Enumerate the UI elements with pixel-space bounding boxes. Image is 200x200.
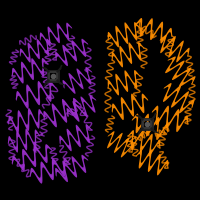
Polygon shape [55, 155, 88, 182]
Polygon shape [63, 67, 92, 94]
Polygon shape [67, 96, 96, 119]
Polygon shape [152, 106, 188, 132]
Polygon shape [12, 145, 52, 168]
Polygon shape [107, 131, 134, 157]
Polygon shape [8, 110, 44, 130]
Polygon shape [136, 19, 172, 40]
Polygon shape [16, 83, 56, 105]
Polygon shape [112, 42, 144, 67]
Polygon shape [8, 108, 44, 133]
Polygon shape [20, 39, 52, 63]
Polygon shape [112, 95, 148, 117]
Polygon shape [30, 159, 70, 180]
Polygon shape [108, 132, 133, 155]
Polygon shape [59, 124, 92, 151]
Polygon shape [63, 68, 92, 91]
Polygon shape [112, 43, 144, 64]
Polygon shape [136, 150, 168, 175]
Polygon shape [160, 36, 189, 59]
Polygon shape [164, 84, 194, 110]
Polygon shape [12, 58, 48, 84]
Polygon shape [136, 151, 168, 172]
Polygon shape [136, 18, 172, 44]
Polygon shape [108, 70, 140, 95]
Polygon shape [56, 156, 88, 179]
Polygon shape [152, 107, 188, 129]
Polygon shape [160, 35, 190, 62]
Polygon shape [56, 40, 88, 63]
Polygon shape [163, 83, 194, 113]
Polygon shape [165, 56, 196, 87]
Polygon shape [20, 40, 52, 60]
Polygon shape [12, 59, 48, 80]
Polygon shape [60, 125, 92, 148]
Polygon shape [40, 23, 72, 47]
Polygon shape [40, 24, 72, 44]
Polygon shape [108, 71, 140, 92]
Polygon shape [12, 144, 52, 171]
Polygon shape [67, 95, 96, 122]
Polygon shape [8, 129, 40, 153]
Polygon shape [108, 22, 140, 47]
Polygon shape [128, 131, 160, 152]
Polygon shape [16, 81, 56, 109]
Polygon shape [30, 158, 70, 184]
Polygon shape [112, 94, 148, 120]
Polygon shape [132, 115, 168, 137]
Polygon shape [55, 39, 88, 66]
Polygon shape [44, 99, 80, 124]
Polygon shape [132, 114, 168, 140]
Polygon shape [43, 98, 80, 127]
Polygon shape [168, 57, 195, 84]
Polygon shape [108, 23, 140, 44]
Polygon shape [8, 130, 40, 149]
Polygon shape [128, 130, 160, 155]
